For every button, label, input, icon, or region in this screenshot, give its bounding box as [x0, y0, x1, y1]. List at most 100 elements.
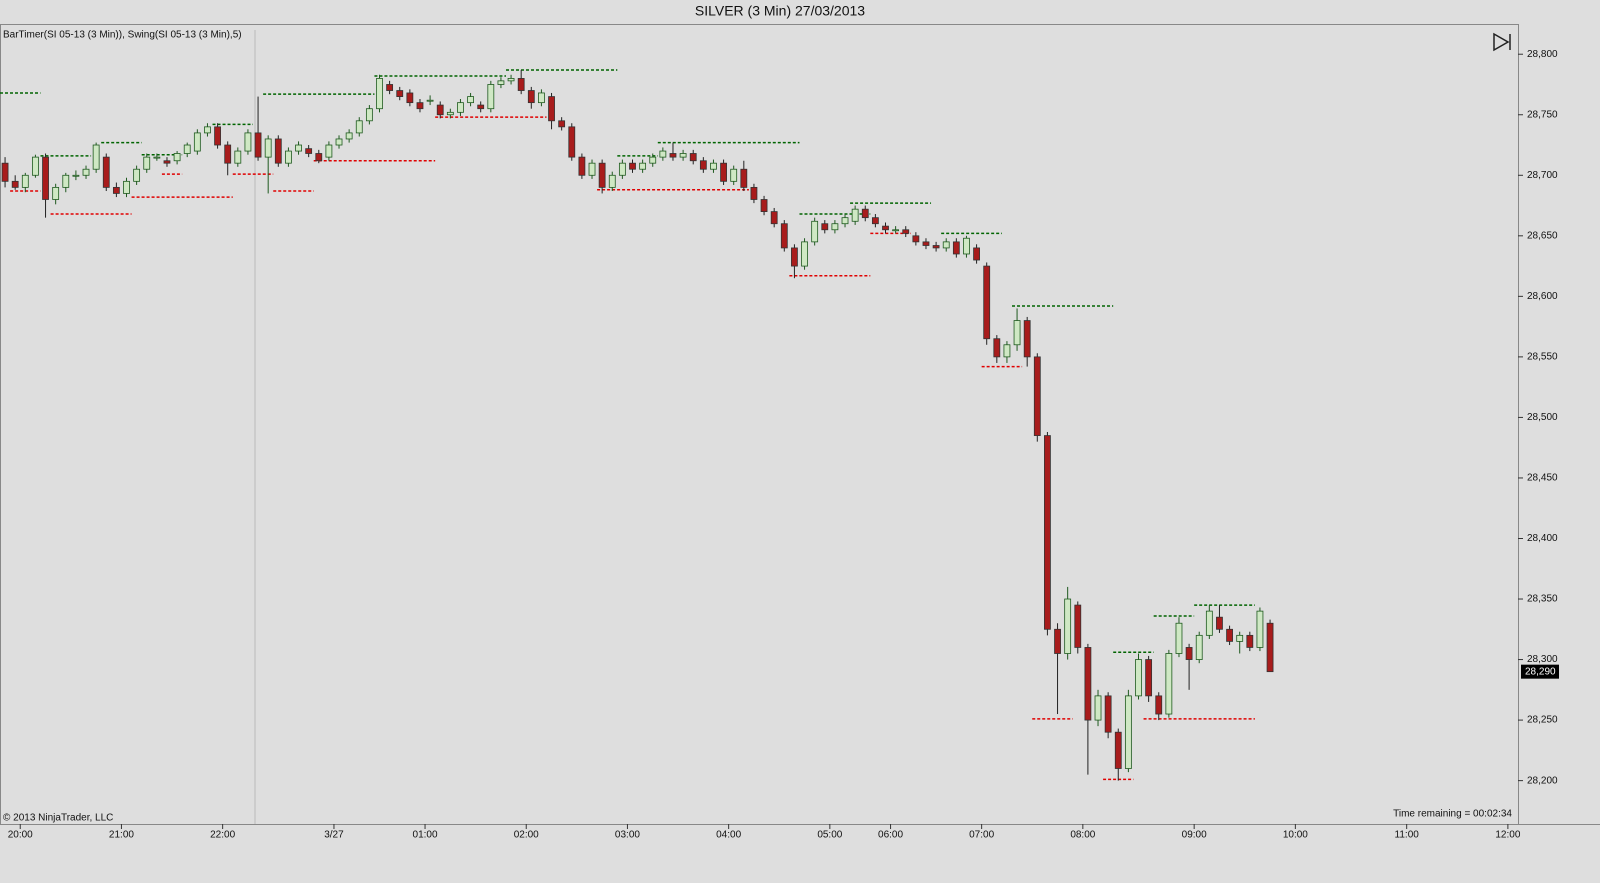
candle-body: [699, 160, 707, 170]
candle-body: [21, 174, 29, 188]
x-tick-label: 02:00: [514, 830, 539, 841]
candle-body: [62, 174, 70, 188]
candle-body: [1266, 622, 1274, 673]
candle-body: [1, 162, 9, 182]
candle-body: [629, 162, 636, 170]
candle-body: [659, 150, 667, 158]
y-tick-label: 28,500: [1527, 412, 1558, 423]
candle-body: [578, 156, 586, 176]
candle-body: [841, 217, 849, 225]
candle-body: [1064, 598, 1072, 654]
plot-frame: [0, 24, 1519, 825]
x-tick-label: 04:00: [716, 830, 741, 841]
candle-body: [355, 120, 363, 134]
y-tick-label: 28,750: [1527, 109, 1558, 120]
candle-body: [163, 160, 171, 164]
candle-body: [780, 223, 788, 249]
candle-body: [538, 92, 545, 104]
candle-body: [1256, 610, 1264, 648]
x-tick-label: 12:00: [1495, 830, 1520, 841]
candle-body: [1155, 695, 1163, 715]
candle-body: [285, 150, 292, 164]
x-tick-label: 08:00: [1070, 830, 1095, 841]
candle-body: [1003, 344, 1011, 358]
x-tick-label: 09:00: [1182, 830, 1207, 841]
candle-body: [639, 162, 647, 170]
candle-body: [720, 162, 727, 182]
candle-body: [588, 162, 596, 176]
candle-body: [791, 247, 798, 267]
candle-body: [851, 208, 859, 222]
candle-body: [153, 156, 161, 159]
y-tick-label: 28,250: [1527, 715, 1558, 726]
candle-body: [710, 162, 717, 170]
scroll-end-icon[interactable]: [1490, 32, 1514, 52]
candle-body: [335, 138, 343, 146]
candle-body: [1084, 647, 1092, 721]
candle-body: [214, 126, 221, 146]
y-tick-label: 28,700: [1527, 170, 1558, 181]
candle-body: [457, 102, 464, 113]
candle-body: [173, 153, 181, 162]
candle-body: [446, 111, 454, 116]
candle-body: [618, 162, 626, 176]
candle-body: [1104, 695, 1112, 733]
chart-title: SILVER (3 Min) 27/03/2013: [695, 3, 865, 19]
candle-body: [831, 223, 839, 231]
candle-body: [740, 168, 748, 188]
x-tick-label: 22:00: [210, 830, 235, 841]
candle-body: [608, 174, 616, 188]
x-tick-label: 10:00: [1283, 830, 1308, 841]
candle-body: [32, 156, 39, 176]
candle-body: [548, 96, 555, 122]
candle-body: [345, 132, 353, 140]
candle-body: [649, 156, 657, 164]
candle-body: [993, 338, 1001, 358]
candle-body: [204, 126, 211, 134]
y-tick-label: 28,400: [1527, 533, 1558, 544]
candle-body: [861, 208, 869, 219]
candle-body: [922, 241, 930, 246]
candle-body: [274, 138, 282, 164]
candle-body: [821, 223, 829, 231]
x-tick-label: 07:00: [969, 830, 994, 841]
candle-body: [376, 78, 383, 110]
candle-body: [963, 237, 970, 255]
candle-body: [1175, 622, 1183, 654]
candle-body: [497, 80, 505, 85]
candle-body: [527, 90, 535, 104]
candle-body: [365, 108, 373, 122]
candle-body: [52, 186, 60, 200]
x-tick-label: 01:00: [413, 830, 438, 841]
copyright: © 2013 NinjaTrader, LLC: [3, 813, 113, 824]
x-tick-label: 06:00: [878, 830, 903, 841]
y-tick-label: 28,350: [1527, 594, 1558, 605]
candle-body: [1114, 731, 1122, 769]
candle-body: [730, 168, 738, 182]
scroll-end-button[interactable]: [1490, 32, 1514, 52]
candle-body: [416, 102, 424, 110]
x-tick-label: 3/27: [324, 830, 344, 841]
candle-body: [1185, 647, 1193, 660]
candle-body: [264, 138, 272, 158]
candle-body: [386, 84, 394, 91]
candle-body: [1124, 695, 1132, 769]
candle-body: [234, 150, 242, 164]
candle-body: [973, 247, 980, 261]
y-tick-label: 28,300: [1527, 654, 1558, 665]
candle-body: [1013, 320, 1021, 346]
candle-body: [892, 229, 900, 232]
candle-body: [1023, 320, 1031, 358]
candle-body: [477, 104, 485, 110]
y-tick-label: 28,650: [1527, 230, 1558, 241]
candle-body: [679, 153, 687, 158]
x-tick-label: 05:00: [817, 830, 842, 841]
candle-body: [1165, 653, 1173, 715]
candle-body: [942, 241, 950, 249]
candle-body: [72, 174, 80, 177]
candle-body: [92, 144, 100, 170]
y-tick-label: 28,600: [1527, 291, 1558, 302]
candle-body: [871, 217, 879, 225]
